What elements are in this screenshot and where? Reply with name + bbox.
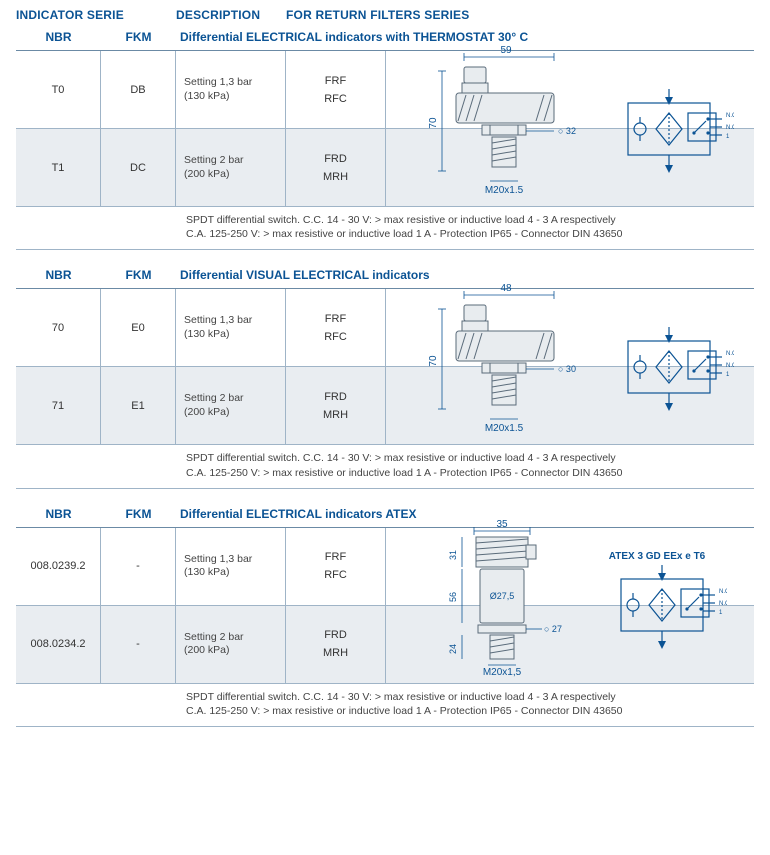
cell-nbr: T0 xyxy=(16,51,101,128)
desc-line: Setting 2 bar xyxy=(184,631,277,645)
table-row: T1 DC Setting 2 bar (200 kPa) FRD MRH xyxy=(16,129,754,207)
cell-desc: Setting 1,3 bar (130 kPa) xyxy=(176,528,286,605)
section-title: Differential ELECTRICAL indicators with … xyxy=(176,30,754,44)
series-code: MRH xyxy=(323,171,348,183)
series-code: FRD xyxy=(324,629,347,641)
cell-diagram-space xyxy=(386,367,754,444)
desc-line: Setting 2 bar xyxy=(184,154,277,168)
desc-line: (200 kPa) xyxy=(184,644,277,658)
series-code: RFC xyxy=(324,93,347,105)
series-code: FRD xyxy=(324,391,347,403)
cell-fkm: - xyxy=(101,528,176,605)
note-line: C.A. 125-250 V: > max resistive or induc… xyxy=(186,466,746,480)
col-fkm-header: FKM xyxy=(101,30,176,44)
desc-line: (200 kPa) xyxy=(184,168,277,182)
section: NBR FKM Differential VISUAL ELECTRICAL i… xyxy=(16,264,754,488)
rows-wrap: T0 DB Setting 1,3 bar (130 kPa) FRF RFC … xyxy=(16,51,754,207)
cell-series: FRF RFC xyxy=(286,289,386,366)
note-line: SPDT differential switch. C.C. 14 - 30 V… xyxy=(186,213,746,227)
note-row: SPDT differential switch. C.C. 14 - 30 V… xyxy=(16,207,754,250)
note-row: SPDT differential switch. C.C. 14 - 30 V… xyxy=(16,445,754,488)
section: NBR FKM Differential ELECTRICAL indicato… xyxy=(16,26,754,250)
series-code: FRF xyxy=(325,75,346,87)
col-nbr-header: NBR xyxy=(16,268,101,282)
section-title: Differential VISUAL ELECTRICAL indicator… xyxy=(176,268,754,282)
cell-nbr: 71 xyxy=(16,367,101,444)
desc-line: Setting 2 bar xyxy=(184,392,277,406)
note-line: C.A. 125-250 V: > max resistive or induc… xyxy=(186,704,746,718)
table-row: 008.0239.2 - Setting 1,3 bar (130 kPa) F… xyxy=(16,528,754,606)
cell-desc: Setting 2 bar (200 kPa) xyxy=(176,606,286,683)
series-code: RFC xyxy=(324,331,347,343)
desc-line: (130 kPa) xyxy=(184,90,277,104)
cell-series: FRF RFC xyxy=(286,51,386,128)
note-row: SPDT differential switch. C.C. 14 - 30 V… xyxy=(16,684,754,727)
cell-series: FRF RFC xyxy=(286,528,386,605)
cell-fkm: DC xyxy=(101,129,176,206)
col-nbr-header: NBR xyxy=(16,30,101,44)
header-indicator: INDICATOR SERIE xyxy=(16,8,176,22)
cell-fkm: E0 xyxy=(101,289,176,366)
table-row: 71 E1 Setting 2 bar (200 kPa) FRD MRH xyxy=(16,367,754,445)
cell-series: FRD MRH xyxy=(286,129,386,206)
desc-line: (200 kPa) xyxy=(184,406,277,420)
cell-diagram-space xyxy=(386,289,754,366)
desc-line: Setting 1,3 bar xyxy=(184,553,277,567)
series-code: RFC xyxy=(324,569,347,581)
cell-fkm: - xyxy=(101,606,176,683)
header-for: FOR RETURN FILTERS SERIES xyxy=(286,8,754,22)
desc-line: (130 kPa) xyxy=(184,328,277,342)
cell-fkm: E1 xyxy=(101,367,176,444)
note-line: C.A. 125-250 V: > max resistive or induc… xyxy=(186,227,746,241)
cell-desc: Setting 1,3 bar (130 kPa) xyxy=(176,289,286,366)
page-header: INDICATOR SERIE DESCRIPTION FOR RETURN F… xyxy=(16,8,754,22)
series-code: FRD xyxy=(324,153,347,165)
col-fkm-header: FKM xyxy=(101,268,176,282)
col-fkm-header: FKM xyxy=(101,507,176,521)
cell-diagram-space xyxy=(386,606,754,683)
series-code: MRH xyxy=(323,409,348,421)
rows-wrap: 70 E0 Setting 1,3 bar (130 kPa) FRF RFC … xyxy=(16,289,754,445)
series-code: MRH xyxy=(323,647,348,659)
cell-diagram-space xyxy=(386,528,754,605)
section-title: Differential ELECTRICAL indicators ATEX xyxy=(176,507,754,521)
rows-wrap: 008.0239.2 - Setting 1,3 bar (130 kPa) F… xyxy=(16,528,754,684)
cell-desc: Setting 1,3 bar (130 kPa) xyxy=(176,51,286,128)
header-description: DESCRIPTION xyxy=(176,8,286,22)
cell-desc: Setting 2 bar (200 kPa) xyxy=(176,367,286,444)
cell-desc: Setting 2 bar (200 kPa) xyxy=(176,129,286,206)
section-head: NBR FKM Differential ELECTRICAL indicato… xyxy=(16,26,754,51)
table-row: 70 E0 Setting 1,3 bar (130 kPa) FRF RFC xyxy=(16,289,754,367)
section-head: NBR FKM Differential VISUAL ELECTRICAL i… xyxy=(16,264,754,289)
section: NBR FKM Differential ELECTRICAL indicato… xyxy=(16,503,754,727)
cell-diagram-space xyxy=(386,129,754,206)
desc-line: Setting 1,3 bar xyxy=(184,314,277,328)
cell-diagram-space xyxy=(386,51,754,128)
table-row: T0 DB Setting 1,3 bar (130 kPa) FRF RFC xyxy=(16,51,754,129)
cell-fkm: DB xyxy=(101,51,176,128)
table-row: 008.0234.2 - Setting 2 bar (200 kPa) FRD… xyxy=(16,606,754,684)
cell-nbr: 70 xyxy=(16,289,101,366)
cell-nbr: 008.0239.2 xyxy=(16,528,101,605)
desc-line: Setting 1,3 bar xyxy=(184,76,277,90)
cell-nbr: T1 xyxy=(16,129,101,206)
cell-series: FRD MRH xyxy=(286,606,386,683)
note-line: SPDT differential switch. C.C. 14 - 30 V… xyxy=(186,451,746,465)
series-code: FRF xyxy=(325,551,346,563)
col-nbr-header: NBR xyxy=(16,507,101,521)
cell-series: FRD MRH xyxy=(286,367,386,444)
note-line: SPDT differential switch. C.C. 14 - 30 V… xyxy=(186,690,746,704)
series-code: FRF xyxy=(325,313,346,325)
desc-line: (130 kPa) xyxy=(184,566,277,580)
cell-nbr: 008.0234.2 xyxy=(16,606,101,683)
section-head: NBR FKM Differential ELECTRICAL indicato… xyxy=(16,503,754,528)
